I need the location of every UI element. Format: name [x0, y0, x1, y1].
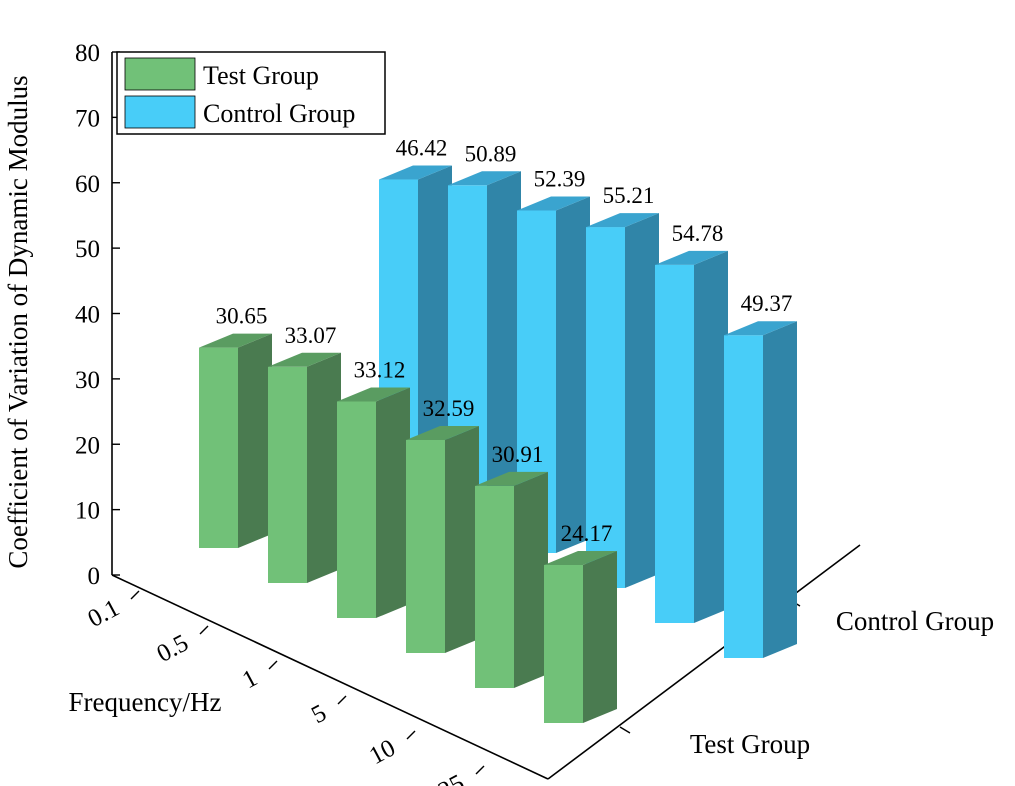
data-label: 32.59: [423, 396, 475, 421]
x-axis-line: [111, 574, 549, 780]
bar-test-group-0.5: [268, 352, 341, 583]
x-tick-label: 25: [434, 769, 469, 786]
bar-top: [655, 250, 728, 265]
depth-label-control-group: Control Group: [836, 606, 994, 636]
bar-test-group-5: [406, 425, 479, 653]
bar-side: [376, 387, 410, 618]
data-label: 50.89: [465, 141, 517, 166]
y-tick-label: 50: [75, 236, 100, 263]
bar-front: [268, 366, 307, 583]
data-label: 30.91: [492, 442, 544, 467]
bar-side: [307, 352, 341, 583]
depth-label-test-group: Test Group: [690, 729, 810, 759]
bar-side: [487, 171, 521, 518]
bar-test-group-25: [544, 550, 617, 723]
y-tick-label: 40: [75, 302, 100, 329]
x-tick-label: 10: [365, 734, 400, 770]
legend-swatch-test-group: [124, 57, 196, 91]
bar-top: [337, 387, 410, 402]
bar-side: [445, 425, 479, 653]
bar-side: [514, 471, 548, 688]
x-tick-label: 5: [307, 699, 331, 729]
data-labels: 46.42 50.89 52.39 55.21 54.78 49.37 30.65 33.07…: [216, 136, 793, 546]
data-label: 55.21: [603, 183, 655, 208]
bar-top: [517, 196, 590, 211]
data-label: 52.39: [534, 167, 586, 192]
bar-top: [586, 213, 659, 228]
bar-control-group-10: [655, 250, 728, 624]
bar-top: [544, 550, 617, 565]
bar-front: [475, 485, 514, 688]
bar-side: [583, 550, 617, 723]
bar-front: [586, 227, 625, 588]
depth-tick-mark: [619, 726, 631, 734]
bar-side: [418, 165, 452, 484]
bar-top: [379, 165, 452, 180]
bar-side: [625, 213, 659, 588]
x-tick-mark: [406, 730, 416, 740]
bar-front: [337, 401, 376, 618]
legend: Test Group Control Group: [116, 51, 386, 135]
bars: [199, 165, 797, 723]
bar-top: [724, 321, 797, 336]
y-tick-label: 20: [75, 432, 100, 459]
bar-test-group-10: [475, 471, 548, 688]
bar-front: [724, 335, 763, 658]
bar-side: [763, 321, 797, 658]
bar-front: [544, 564, 583, 723]
y-tick-label: 0: [88, 563, 101, 590]
data-label: 33.12: [354, 357, 406, 382]
bar-side: [694, 250, 728, 624]
x-tick-label: 0.5: [153, 629, 193, 668]
bar-test-group-1: [337, 387, 410, 618]
legend-label-control-group: Control Group: [203, 99, 355, 128]
y-tick-label: 10: [75, 498, 100, 525]
bar-front: [406, 439, 445, 653]
y-axis-title: Coefficient of Variation of Dynamic Modu…: [3, 75, 33, 568]
depth-axis-line: [547, 544, 861, 780]
x-axis-title: Frequency/Hz: [69, 687, 222, 717]
data-label: 49.37: [741, 291, 793, 316]
bar-control-group-5: [586, 213, 659, 588]
x-tick-mark: [475, 765, 485, 775]
bar-top: [199, 333, 272, 348]
data-label: 33.07: [285, 323, 337, 348]
legend-label-test-group: Test Group: [203, 61, 319, 90]
x-tick-mark: [199, 625, 209, 635]
data-label: 46.42: [396, 136, 448, 161]
legend-swatch-control-group: [124, 95, 196, 129]
y-tick-label: 80: [75, 40, 100, 67]
y-tick-label: 30: [75, 367, 100, 394]
x-tick-mark: [337, 695, 347, 705]
bar-front: [199, 347, 238, 548]
bar-side: [556, 196, 590, 554]
data-label: 30.65: [216, 304, 268, 329]
data-label: 54.78: [672, 221, 724, 246]
x-tick-label: 0.1: [84, 594, 124, 633]
data-label: 24.17: [561, 521, 613, 546]
x-tick-label: 1: [238, 664, 262, 694]
bar-top: [406, 425, 479, 440]
bar-top: [475, 471, 548, 486]
bar-top: [268, 352, 341, 367]
bar-side: [238, 333, 272, 548]
x-tick-mark: [130, 590, 140, 600]
y-tick-label: 70: [75, 105, 100, 132]
y-tick-label: 60: [75, 171, 100, 198]
bar-top: [448, 171, 521, 186]
x-tick-mark: [268, 660, 278, 670]
bar-control-group-25: [724, 321, 797, 658]
bar-front: [655, 264, 694, 623]
bar-test-group-0.1: [199, 333, 272, 548]
